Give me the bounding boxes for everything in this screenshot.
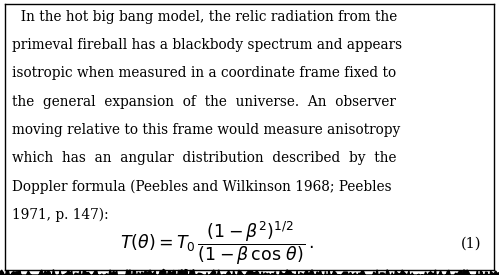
Text: 1971, p. 147):: 1971, p. 147): [12,208,109,222]
Text: primeval fireball has a blackbody spectrum and appears: primeval fireball has a blackbody spectr… [12,38,403,52]
Text: Doppler formula (Peebles and Wilkinson 1968; Peebles: Doppler formula (Peebles and Wilkinson 1… [12,180,392,194]
Text: In the hot big bang model, the relic radiation from the: In the hot big bang model, the relic rad… [12,10,398,24]
Text: isotropic when measured in a coordinate frame fixed to: isotropic when measured in a coordinate … [12,66,397,80]
Polygon shape [0,270,499,275]
Text: $T(\theta) = T_0\,\dfrac{(1 - \beta^2)^{1/2}}{(1 - \beta\,\cos\,\theta)}\,.$: $T(\theta) = T_0\,\dfrac{(1 - \beta^2)^{… [120,220,314,267]
Text: the  general  expansion  of  the  universe.  An  observer: the general expansion of the universe. A… [12,95,396,109]
Text: (1): (1) [461,236,482,250]
Text: which  has  an  angular  distribution  described  by  the: which has an angular distribution descri… [12,151,397,165]
Text: moving relative to this frame would measure anisotropy: moving relative to this frame would meas… [12,123,401,137]
